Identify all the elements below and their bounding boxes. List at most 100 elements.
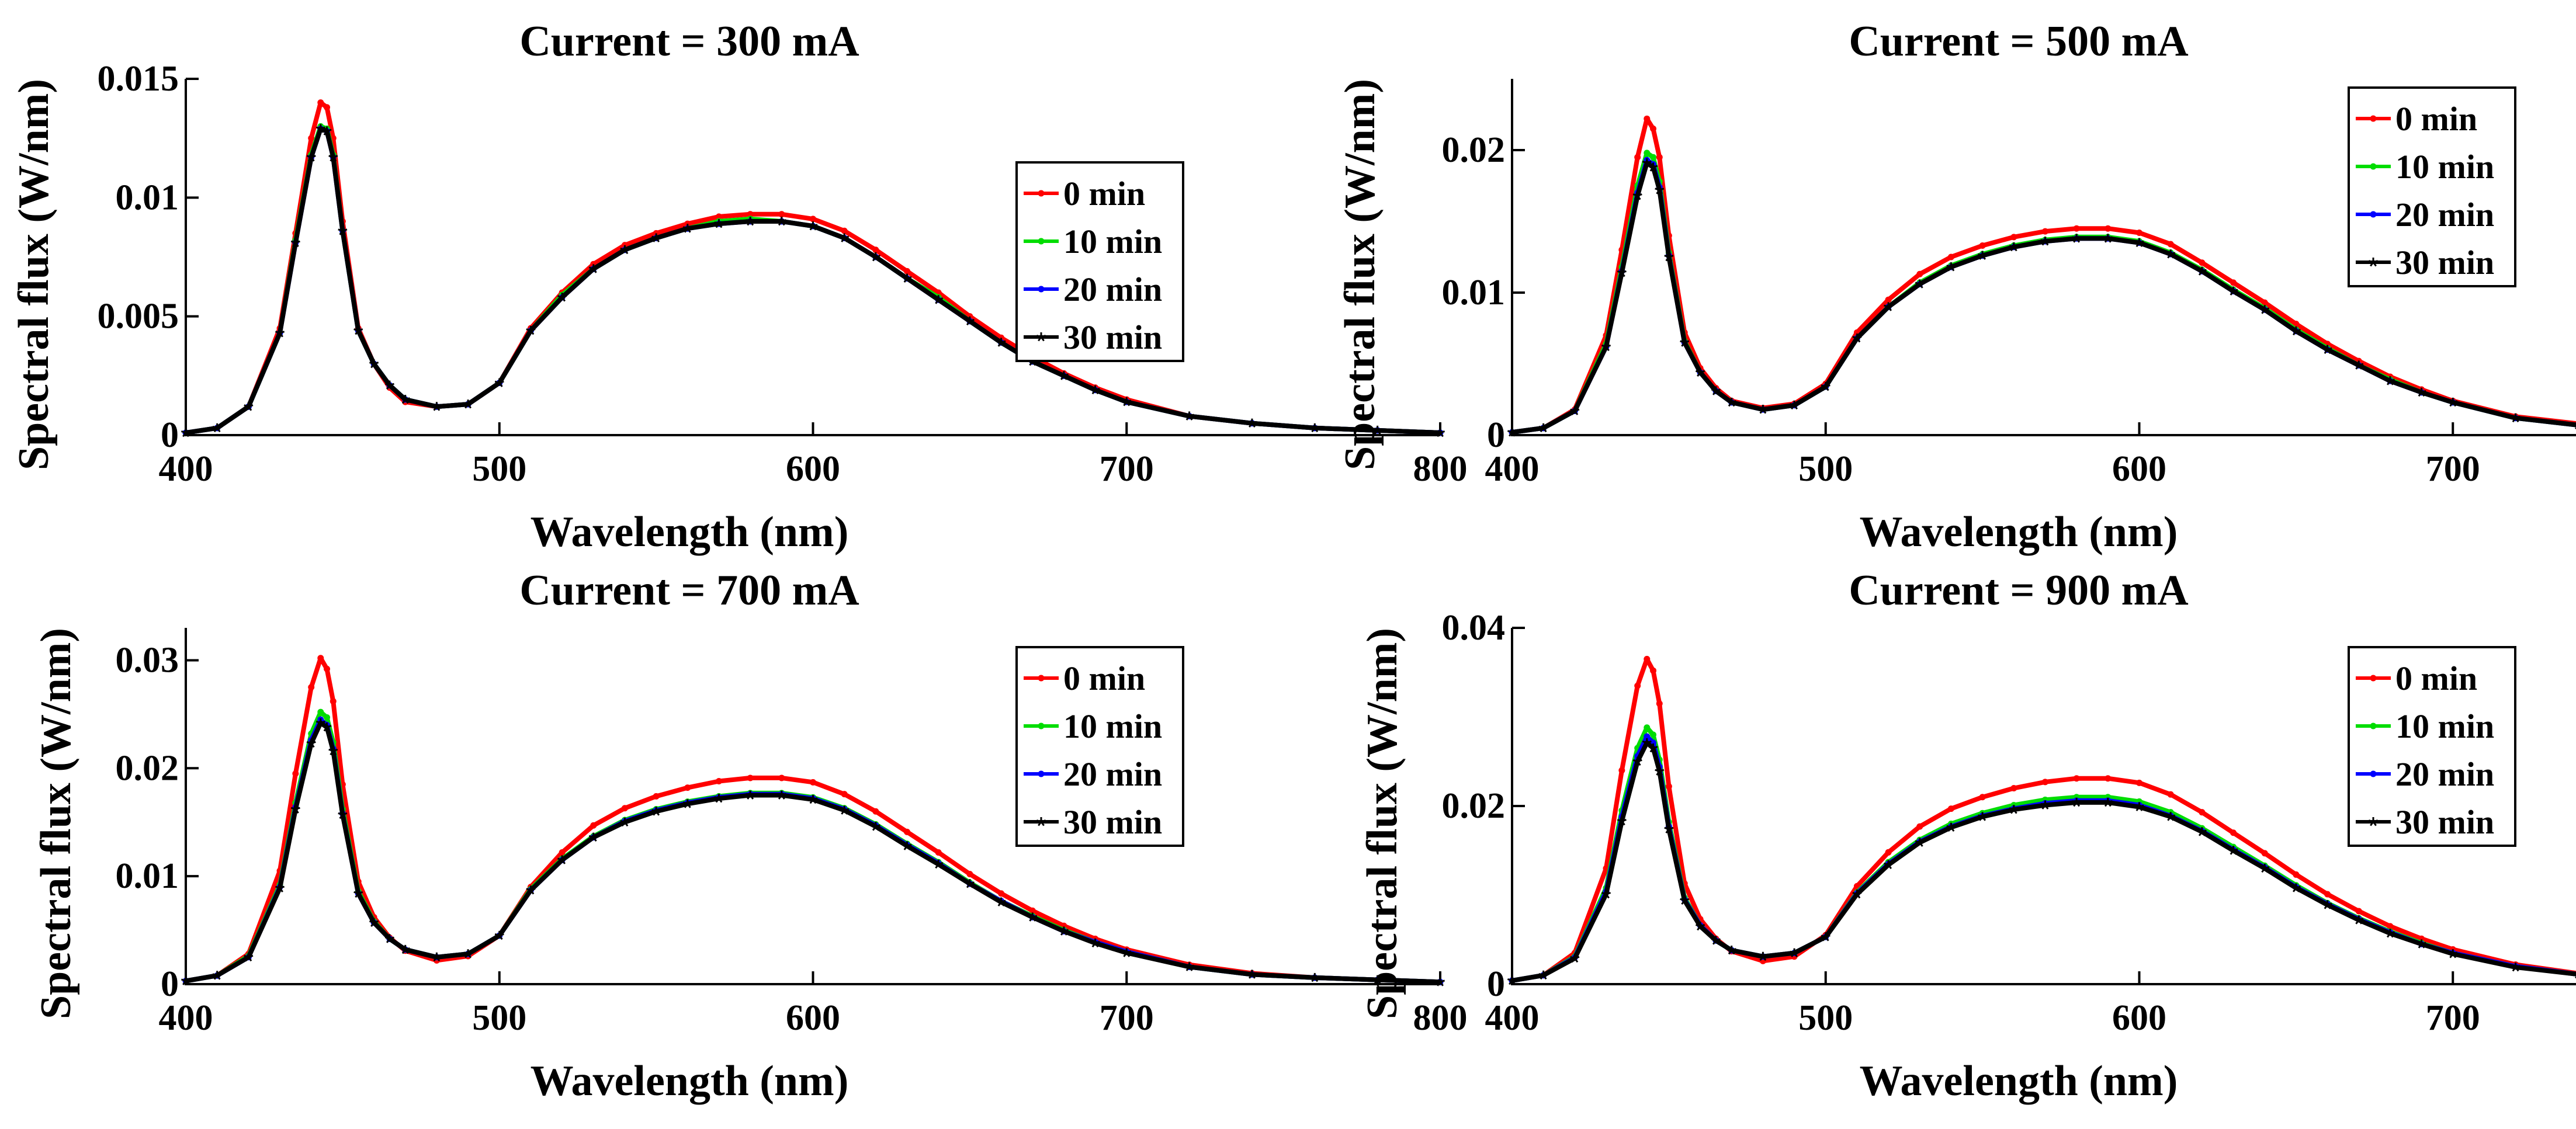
- data-point: [747, 774, 754, 781]
- data-point-arm: [463, 951, 469, 955]
- data-point: [1947, 253, 1954, 260]
- legend: 0 min 10 min 20 min 30 min: [2348, 646, 2516, 847]
- data-point: [353, 326, 363, 335]
- data-point: [244, 952, 254, 962]
- data-point: [1644, 655, 1651, 662]
- data-point: [871, 252, 880, 262]
- chart-title: Current = 300 mA: [519, 18, 859, 65]
- data-point: [1852, 334, 1862, 343]
- x-tick-label: 400: [159, 998, 213, 1038]
- data-point: [778, 211, 785, 218]
- legend-label: 10 min: [1063, 223, 1162, 260]
- data-point-arm: [2291, 328, 2297, 332]
- data-point: [998, 890, 1005, 897]
- data-point-arm: [1915, 840, 1920, 843]
- data-point: [620, 817, 630, 827]
- data-point: [746, 790, 755, 800]
- data-point: [2370, 770, 2377, 777]
- x-tick-label: 800: [1413, 998, 1468, 1038]
- data-point: [841, 227, 848, 234]
- data-point: [353, 888, 363, 898]
- data-point: [2166, 812, 2176, 821]
- data-point: [308, 135, 315, 142]
- data-point-arm: [1978, 253, 1983, 256]
- data-point: [2370, 211, 2377, 218]
- data-point-arm: [1184, 964, 1190, 968]
- legend-item: 10 min: [2356, 148, 2494, 186]
- data-point: [1538, 970, 1548, 980]
- data-point-arm: [2228, 848, 2234, 852]
- data-point: [1655, 185, 1665, 194]
- data-point-arm: [1310, 425, 1315, 429]
- legend: 0 min 10 min 20 min 30 min: [1015, 161, 1184, 362]
- data-point-arm: [714, 221, 719, 225]
- data-point: [840, 233, 850, 242]
- data-point: [1726, 946, 1736, 955]
- data-point-arm: [1852, 892, 1857, 895]
- data-point-arm: [2228, 289, 2234, 292]
- data-point: [904, 828, 911, 835]
- data-point: [369, 918, 379, 927]
- data-point: [620, 245, 630, 255]
- data-point-arm: [2040, 239, 2045, 242]
- y-tick-label: 0.02: [1442, 786, 1506, 826]
- chart-panel-500ma: Current = 500 mA 0 0.01 0.02 400 500 600 700 8…: [1336, 18, 2576, 556]
- data-point: [328, 746, 338, 756]
- data-point-arm: [1570, 956, 1575, 960]
- data-point: [1726, 397, 1736, 407]
- data-point-arm: [1538, 972, 1544, 977]
- data-point: [2573, 972, 2576, 979]
- axes-frame: [1511, 79, 2576, 436]
- data-point-arm: [1648, 165, 1654, 168]
- legend-label: 30 min: [1063, 803, 1162, 841]
- data-point-arm: [338, 812, 343, 816]
- data-point: [840, 805, 850, 815]
- data-point-arm: [2197, 269, 2203, 272]
- x-axis-label: Wavelength (nm): [531, 508, 849, 556]
- data-point-arm: [316, 720, 321, 724]
- data-point: [308, 684, 315, 691]
- data-point-arm: [1090, 940, 1096, 944]
- data-point-arm: [1726, 948, 1732, 951]
- legend-label: 0 min: [1063, 175, 1145, 213]
- data-point: [2009, 805, 2019, 814]
- data-point: [1915, 279, 1925, 289]
- data-point-arm: [1372, 428, 1378, 432]
- data-point: [588, 264, 598, 273]
- data-point: [2260, 305, 2270, 314]
- data-point-arm: [353, 328, 359, 332]
- data-point: [2448, 397, 2458, 407]
- y-axis-label: Spectral flux (W/nm): [1358, 628, 1406, 1019]
- data-point: [317, 99, 324, 106]
- data-point-arm: [1372, 977, 1378, 981]
- legend-label: 0 min: [2395, 100, 2477, 138]
- data-point-arm: [306, 741, 312, 745]
- data-point: [1665, 783, 1672, 790]
- data-point: [432, 402, 442, 411]
- data-point-arm: [338, 228, 343, 232]
- data-point: [384, 380, 394, 390]
- data-point: [306, 738, 316, 748]
- data-point-arm: [588, 266, 594, 270]
- legend-box: [2348, 86, 2516, 287]
- data-point-arm: [1790, 402, 1795, 407]
- data-point: [557, 293, 567, 302]
- data-point: [2230, 829, 2237, 836]
- data-point-arm: [1601, 892, 1607, 895]
- data-point: [324, 665, 331, 672]
- axes-frame: [185, 628, 1440, 985]
- y-tick-label: 0.04: [1442, 608, 1506, 648]
- data-point: [2368, 258, 2379, 267]
- data-point: [1650, 125, 1657, 132]
- data-point: [1790, 400, 1800, 410]
- legend-label: 20 min: [2395, 196, 2494, 234]
- legend-item: 10 min: [1024, 707, 1162, 745]
- data-point: [212, 423, 222, 433]
- data-point: [1946, 822, 1956, 832]
- data-point: [463, 949, 473, 958]
- data-point: [682, 799, 692, 808]
- data-point: [2009, 242, 2019, 252]
- data-point: [1038, 722, 1045, 729]
- data-point: [2073, 225, 2080, 232]
